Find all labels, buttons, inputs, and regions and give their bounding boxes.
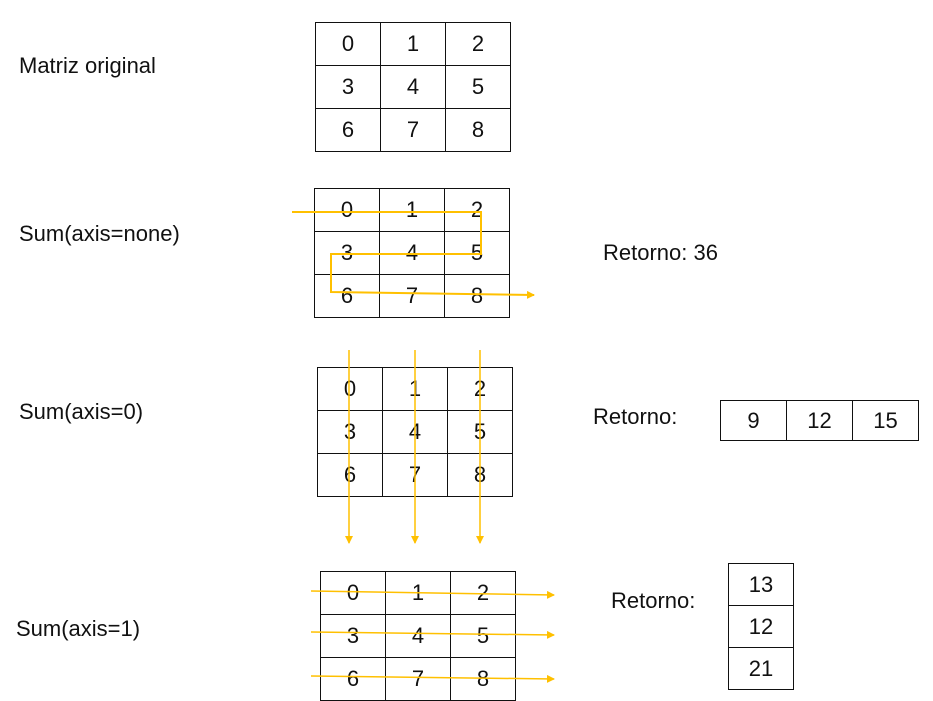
result-axis-none: Retorno: 36: [603, 240, 718, 265]
cell: 6: [314, 274, 380, 318]
cell: 4: [385, 614, 451, 658]
cell: 0: [320, 571, 386, 615]
cell: 5: [447, 410, 513, 454]
cell: 3: [314, 231, 380, 275]
cell: 7: [379, 274, 445, 318]
cell: 4: [379, 231, 445, 275]
cell: 2: [450, 571, 516, 615]
cell: 3: [320, 614, 386, 658]
cell: 2: [444, 188, 510, 232]
cell: 1: [379, 188, 445, 232]
label-sum-axis-0: Sum(axis=0): [19, 399, 144, 424]
cell: 4: [380, 65, 446, 109]
cell: 1: [385, 571, 451, 615]
result-cell: 15: [852, 400, 919, 441]
cell: 7: [380, 108, 446, 152]
cell: 0: [314, 188, 380, 232]
cell: 8: [444, 274, 510, 318]
result-row-axis-0: 9 12 15: [720, 400, 919, 441]
cell: 4: [382, 410, 448, 454]
cell: 8: [450, 657, 516, 701]
cell: 1: [382, 367, 448, 411]
cell: 0: [317, 367, 383, 411]
result-cell: 12: [728, 605, 794, 648]
cell: 0: [315, 22, 381, 66]
cell: 3: [317, 410, 383, 454]
label-matriz-original: Matriz original: [19, 53, 156, 78]
cell: 5: [445, 65, 511, 109]
result-cell: 12: [786, 400, 853, 441]
cell: 5: [450, 614, 516, 658]
cell: 2: [445, 22, 511, 66]
cell: 6: [315, 108, 381, 152]
cell: 8: [447, 453, 513, 497]
result-label-axis-1: Retorno:: [611, 588, 696, 613]
cell: 6: [320, 657, 386, 701]
cell: 8: [445, 108, 511, 152]
label-sum-axis-1: Sum(axis=1): [16, 616, 141, 641]
cell: 7: [382, 453, 448, 497]
cell: 6: [317, 453, 383, 497]
result-cell: 13: [728, 563, 794, 606]
cell: 2: [447, 367, 513, 411]
cell: 7: [385, 657, 451, 701]
result-cell: 21: [728, 647, 794, 690]
label-sum-axis-none: Sum(axis=none): [19, 221, 180, 246]
cell: 3: [315, 65, 381, 109]
result-label-axis-0: Retorno:: [593, 404, 678, 429]
cell: 5: [444, 231, 510, 275]
result-column-axis-1: 13 12 21: [728, 563, 794, 690]
result-cell: 9: [720, 400, 787, 441]
cell: 1: [380, 22, 446, 66]
